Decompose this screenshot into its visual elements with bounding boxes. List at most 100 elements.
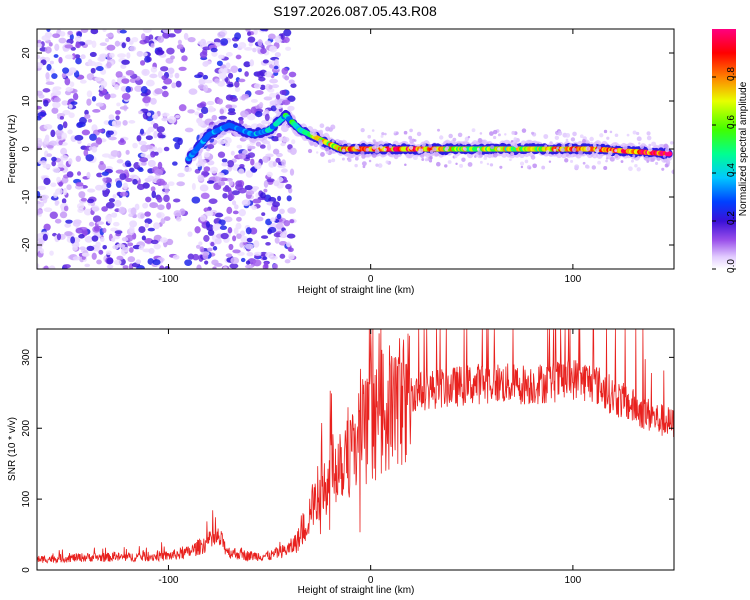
spectrogram-cell bbox=[151, 114, 159, 119]
spectrogram-cell bbox=[142, 96, 151, 104]
spectrogram-cell bbox=[545, 150, 550, 154]
spectrogram-cell bbox=[119, 106, 129, 110]
spectrogram-cell bbox=[211, 259, 219, 266]
spectrogram-cell bbox=[99, 160, 104, 165]
spectrogram-cell bbox=[60, 147, 68, 155]
spectrogram-cell bbox=[220, 38, 229, 46]
spectrogram-cell bbox=[204, 260, 209, 265]
spectrogram-cell bbox=[286, 233, 296, 239]
spectrogram-cell bbox=[606, 136, 610, 140]
spectrogram-cell bbox=[387, 152, 391, 156]
spectrogram-cell bbox=[128, 120, 136, 124]
spectrogram-cell bbox=[646, 160, 650, 163]
spectrogram-cell bbox=[67, 129, 73, 135]
spectrogram-cell bbox=[172, 161, 178, 166]
spectrogram-cell bbox=[614, 133, 619, 138]
spectrogram-cell bbox=[549, 141, 553, 145]
spectrogram-cell bbox=[157, 161, 163, 170]
spectrogram-cell bbox=[371, 129, 375, 132]
spectrogram-cell bbox=[232, 235, 237, 242]
spectrogram-cell bbox=[42, 233, 48, 241]
spectrogram-cell bbox=[361, 154, 366, 159]
spectrogram-cell bbox=[153, 130, 158, 139]
spectrogram-cell bbox=[122, 265, 129, 269]
spectrogram-cell bbox=[259, 29, 268, 32]
spectrogram-cell bbox=[121, 59, 130, 65]
spectrogram-cell bbox=[609, 156, 615, 162]
spectrogram-cell bbox=[367, 134, 372, 139]
spectrogram-cell bbox=[219, 225, 228, 230]
spectrogram-cell bbox=[591, 151, 595, 155]
spectrogram-cell bbox=[259, 84, 266, 91]
spectrogram-cell bbox=[244, 184, 253, 191]
spectrogram-cell bbox=[253, 240, 260, 248]
spectrogram-cell bbox=[147, 227, 155, 232]
spectrogram-cell bbox=[188, 88, 198, 95]
spectrogram-cell bbox=[105, 250, 112, 256]
spectrogram-cell bbox=[216, 60, 223, 67]
spectrogram-cell bbox=[150, 151, 156, 158]
spectrogram-cell bbox=[393, 154, 399, 160]
spectrogram-cell bbox=[227, 227, 233, 234]
spectrogram-cell bbox=[272, 161, 277, 167]
spectrogram-cell bbox=[377, 144, 380, 148]
spectrogram-cell bbox=[125, 177, 133, 183]
spectrogram-cell bbox=[154, 88, 163, 95]
spectrogram-cell bbox=[86, 171, 91, 179]
spectrogram-cell bbox=[274, 237, 280, 244]
spectrogram-cell bbox=[106, 182, 112, 189]
spectrogram-cell bbox=[227, 193, 235, 201]
spectrogram-cell bbox=[151, 190, 157, 199]
colorbar-label: Normalized spectral amplitude bbox=[738, 81, 749, 216]
spectrogram-cell bbox=[173, 29, 182, 34]
spectrogram-cell bbox=[58, 56, 63, 64]
spectrogram-cell bbox=[579, 134, 584, 139]
spectrogram-cell bbox=[72, 221, 81, 227]
spectrogram-cell bbox=[140, 144, 149, 153]
spectrogram-cell bbox=[663, 158, 668, 163]
spectrogram-cell bbox=[115, 115, 120, 121]
spectrogram-cell bbox=[275, 104, 283, 110]
spectrogram-cell bbox=[115, 169, 125, 174]
spectrogram-cell bbox=[225, 52, 233, 57]
spectrogram-cell bbox=[161, 117, 169, 122]
spectrogram-cell bbox=[98, 91, 105, 97]
spectrogram-cell bbox=[532, 163, 538, 169]
spectrogram-cell bbox=[207, 247, 213, 252]
spectrogram-cell bbox=[270, 105, 277, 112]
spectrogram-cell bbox=[116, 159, 124, 164]
spectrogram-cell bbox=[603, 165, 608, 170]
spectrogram-cell bbox=[228, 179, 234, 187]
spectrogram-cell bbox=[54, 200, 59, 206]
spectrogram-cell bbox=[630, 159, 634, 163]
spectrogram-cell bbox=[429, 150, 434, 154]
spectrogram-cell bbox=[37, 43, 43, 48]
spectrogram-cell bbox=[51, 160, 57, 167]
spectrogram-cell bbox=[174, 142, 181, 150]
spectrogram-cell bbox=[288, 71, 297, 78]
spectrogram-cell bbox=[70, 236, 76, 244]
spectrogram-cell bbox=[290, 83, 297, 88]
spectrogram-cell bbox=[111, 120, 117, 127]
spectrogram-cell bbox=[318, 139, 323, 144]
spectrogram-cell bbox=[272, 201, 280, 208]
spectrogram-cell bbox=[259, 144, 266, 149]
spectrogram-cell bbox=[513, 137, 517, 141]
spectrogram-cell bbox=[570, 137, 576, 142]
spectrogram-cell bbox=[379, 145, 383, 149]
spectrogram-cell bbox=[59, 31, 66, 37]
spectrogram-cell bbox=[118, 206, 126, 214]
spectrogram-cell bbox=[236, 216, 242, 222]
spectrogram-cell bbox=[105, 33, 114, 38]
spectrogram-cell bbox=[83, 208, 92, 216]
spectrogram-cell bbox=[489, 163, 494, 167]
spectrogram-cell bbox=[46, 153, 53, 158]
spectrogram-cell bbox=[106, 257, 114, 265]
spectrogram-cell bbox=[58, 140, 63, 146]
spectrogram-cell bbox=[235, 184, 244, 191]
spectrogram-cell bbox=[234, 32, 242, 40]
spectrogram-cell bbox=[543, 134, 549, 139]
spectrogram-cell bbox=[261, 212, 266, 216]
spectrogram-cell bbox=[374, 148, 380, 154]
spectrogram-cell bbox=[244, 264, 254, 269]
